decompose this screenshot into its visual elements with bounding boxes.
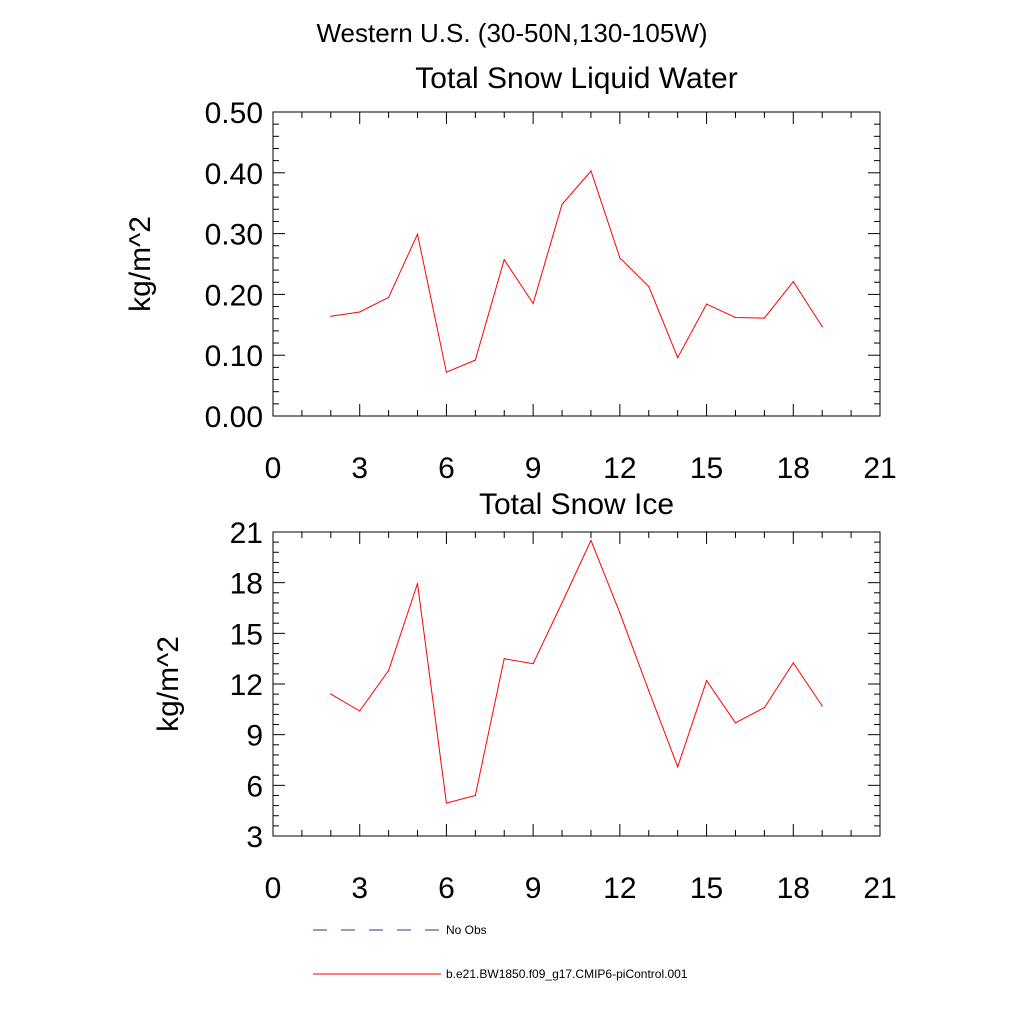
- chart-panels: 0 3 6 9 12 15 18 210.000.100.200.300.400.50kg/m…: [124, 62, 897, 905]
- x-tick-label: 21: [863, 452, 896, 485]
- data-point: [474, 359, 476, 361]
- data-point: [590, 170, 592, 172]
- data-point: [590, 539, 592, 542]
- data-point: [532, 302, 534, 305]
- data-point: [359, 710, 361, 712]
- y-tick-label: 9: [246, 720, 263, 753]
- legend-item: b.e21.BW1850.f09_g17.CMIP6-piControl.001: [313, 967, 688, 981]
- data-point: [445, 802, 448, 804]
- data-point: [503, 658, 505, 660]
- y-tick-label: 6: [246, 770, 263, 803]
- data-point: [330, 693, 332, 695]
- chart-legend: No Obs b.e21.BW1850.f09_g17.CMIP6-piContr…: [313, 923, 688, 981]
- x-tick-label: 0: [265, 872, 282, 905]
- y-tick-label: 0.20: [205, 279, 263, 312]
- data-point: [388, 669, 390, 672]
- panel-title: Total Snow Ice: [479, 488, 674, 521]
- x-tick-label: 15: [690, 452, 723, 485]
- data-point: [561, 602, 563, 604]
- legend-label: b.e21.BW1850.f09_g17.CMIP6-piControl.001: [446, 967, 688, 981]
- y-tick-label: 0.10: [205, 340, 263, 373]
- x-tick-label: 21: [863, 872, 896, 905]
- panel-1: 0 3 6 9 12 15 18 21 0.00 0.10 0.20 0.30 0.40 0.50 kg/m…: [124, 62, 897, 485]
- data-point: [792, 281, 794, 283]
- plot-frame: [272, 531, 881, 837]
- x-tick-label: 15: [690, 872, 723, 905]
- x-tick-label: 9: [525, 452, 542, 485]
- data-point: [532, 663, 534, 665]
- data-point: [648, 285, 650, 288]
- x-tick-label: 18: [777, 452, 810, 485]
- data-point: [705, 303, 708, 305]
- data-point: [388, 296, 390, 299]
- y-tick-label: 12: [230, 669, 263, 702]
- x-tick-label: 3: [351, 452, 368, 485]
- data-point: [445, 371, 448, 373]
- y-tick-label: 0.00: [205, 401, 263, 434]
- data-point: [359, 311, 361, 313]
- y-axis-label: kg/m^2: [124, 216, 157, 312]
- panel-title: Total Snow Liquid Water: [415, 62, 737, 95]
- data-point: [416, 233, 419, 235]
- x-tick-label: 9: [525, 872, 542, 905]
- data-point: [330, 315, 332, 317]
- legend-label: No Obs: [446, 923, 487, 937]
- series-line: [330, 170, 823, 373]
- x-tick-label: 12: [603, 452, 636, 485]
- y-tick-label: 0.30: [205, 219, 263, 252]
- data-point: [763, 707, 765, 709]
- data-point: [734, 316, 737, 319]
- figure-suptitle: Western U.S. (30-50N,130-105W): [316, 18, 707, 48]
- y-tick-label: 0.50: [205, 97, 263, 130]
- data-point: [763, 317, 765, 319]
- y-tick-label: 15: [230, 618, 263, 651]
- x-tick-label: 3: [351, 872, 368, 905]
- data-point: [619, 612, 621, 614]
- y-tick-label: 21: [230, 517, 263, 550]
- x-tick-label: 6: [438, 452, 455, 485]
- x-tick-label: 18: [777, 872, 810, 905]
- data-point: [648, 690, 650, 692]
- y-axis-label: kg/m^2: [152, 636, 185, 732]
- series-line: [330, 539, 823, 804]
- data-point: [503, 259, 505, 261]
- x-tick-label: 6: [438, 872, 455, 905]
- data-point: [619, 257, 621, 259]
- plot-frame: [272, 111, 881, 417]
- data-point: [792, 662, 794, 664]
- data-point: [821, 705, 823, 707]
- legend-item: No Obs: [313, 923, 487, 937]
- data-point: [821, 326, 823, 328]
- y-tick-label: 18: [230, 568, 263, 601]
- data-point: [705, 680, 708, 682]
- data-point: [474, 794, 476, 797]
- y-tick-label: 3: [246, 821, 263, 854]
- data-point: [734, 722, 737, 724]
- data-point: [677, 357, 679, 359]
- data-point: [677, 766, 679, 768]
- x-tick-label: 12: [603, 872, 636, 905]
- y-tick-label: 0.40: [205, 158, 263, 191]
- x-tick-label: 0: [265, 452, 282, 485]
- data-point: [561, 203, 563, 206]
- data-point: [416, 582, 419, 585]
